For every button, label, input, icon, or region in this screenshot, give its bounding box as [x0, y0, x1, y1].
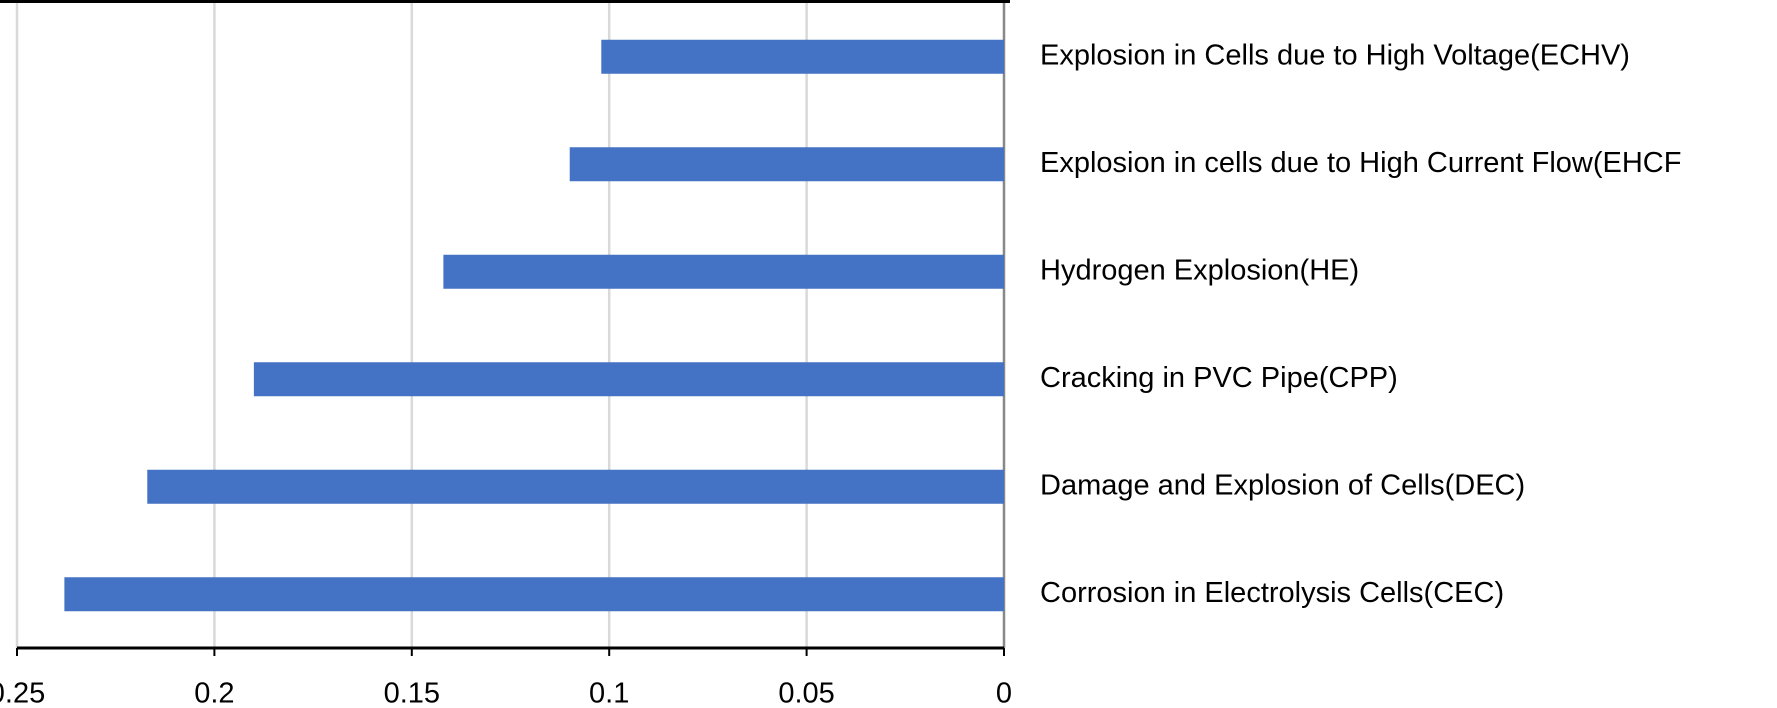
- x-tick-label: 0.2: [194, 678, 234, 708]
- x-tick-label: 0.05: [778, 678, 834, 708]
- x-tick-label: 0.1: [589, 678, 629, 708]
- bar: [569, 147, 1004, 182]
- bar: [443, 254, 1004, 289]
- category-label: Damage and Explosion of Cells(DEC): [1040, 469, 1525, 501]
- category-label: Corrosion in Electrolysis Cells(CEC): [1040, 577, 1504, 609]
- bar: [147, 469, 1004, 504]
- bar: [601, 39, 1004, 74]
- category-label: Hydrogen Explosion(HE): [1040, 254, 1359, 286]
- x-tick-label: 0: [996, 678, 1012, 708]
- category-label: Explosion in cells due to High Current F…: [1040, 147, 1681, 179]
- x-tick-label: 0.15: [384, 678, 440, 708]
- bar: [64, 577, 1005, 612]
- x-tick-label: 0.25: [0, 678, 45, 708]
- category-label: Cracking in PVC Pipe(CPP): [1040, 362, 1398, 394]
- category-label: Explosion in Cells due to High Voltage(E…: [1040, 39, 1630, 71]
- bar: [253, 362, 1004, 397]
